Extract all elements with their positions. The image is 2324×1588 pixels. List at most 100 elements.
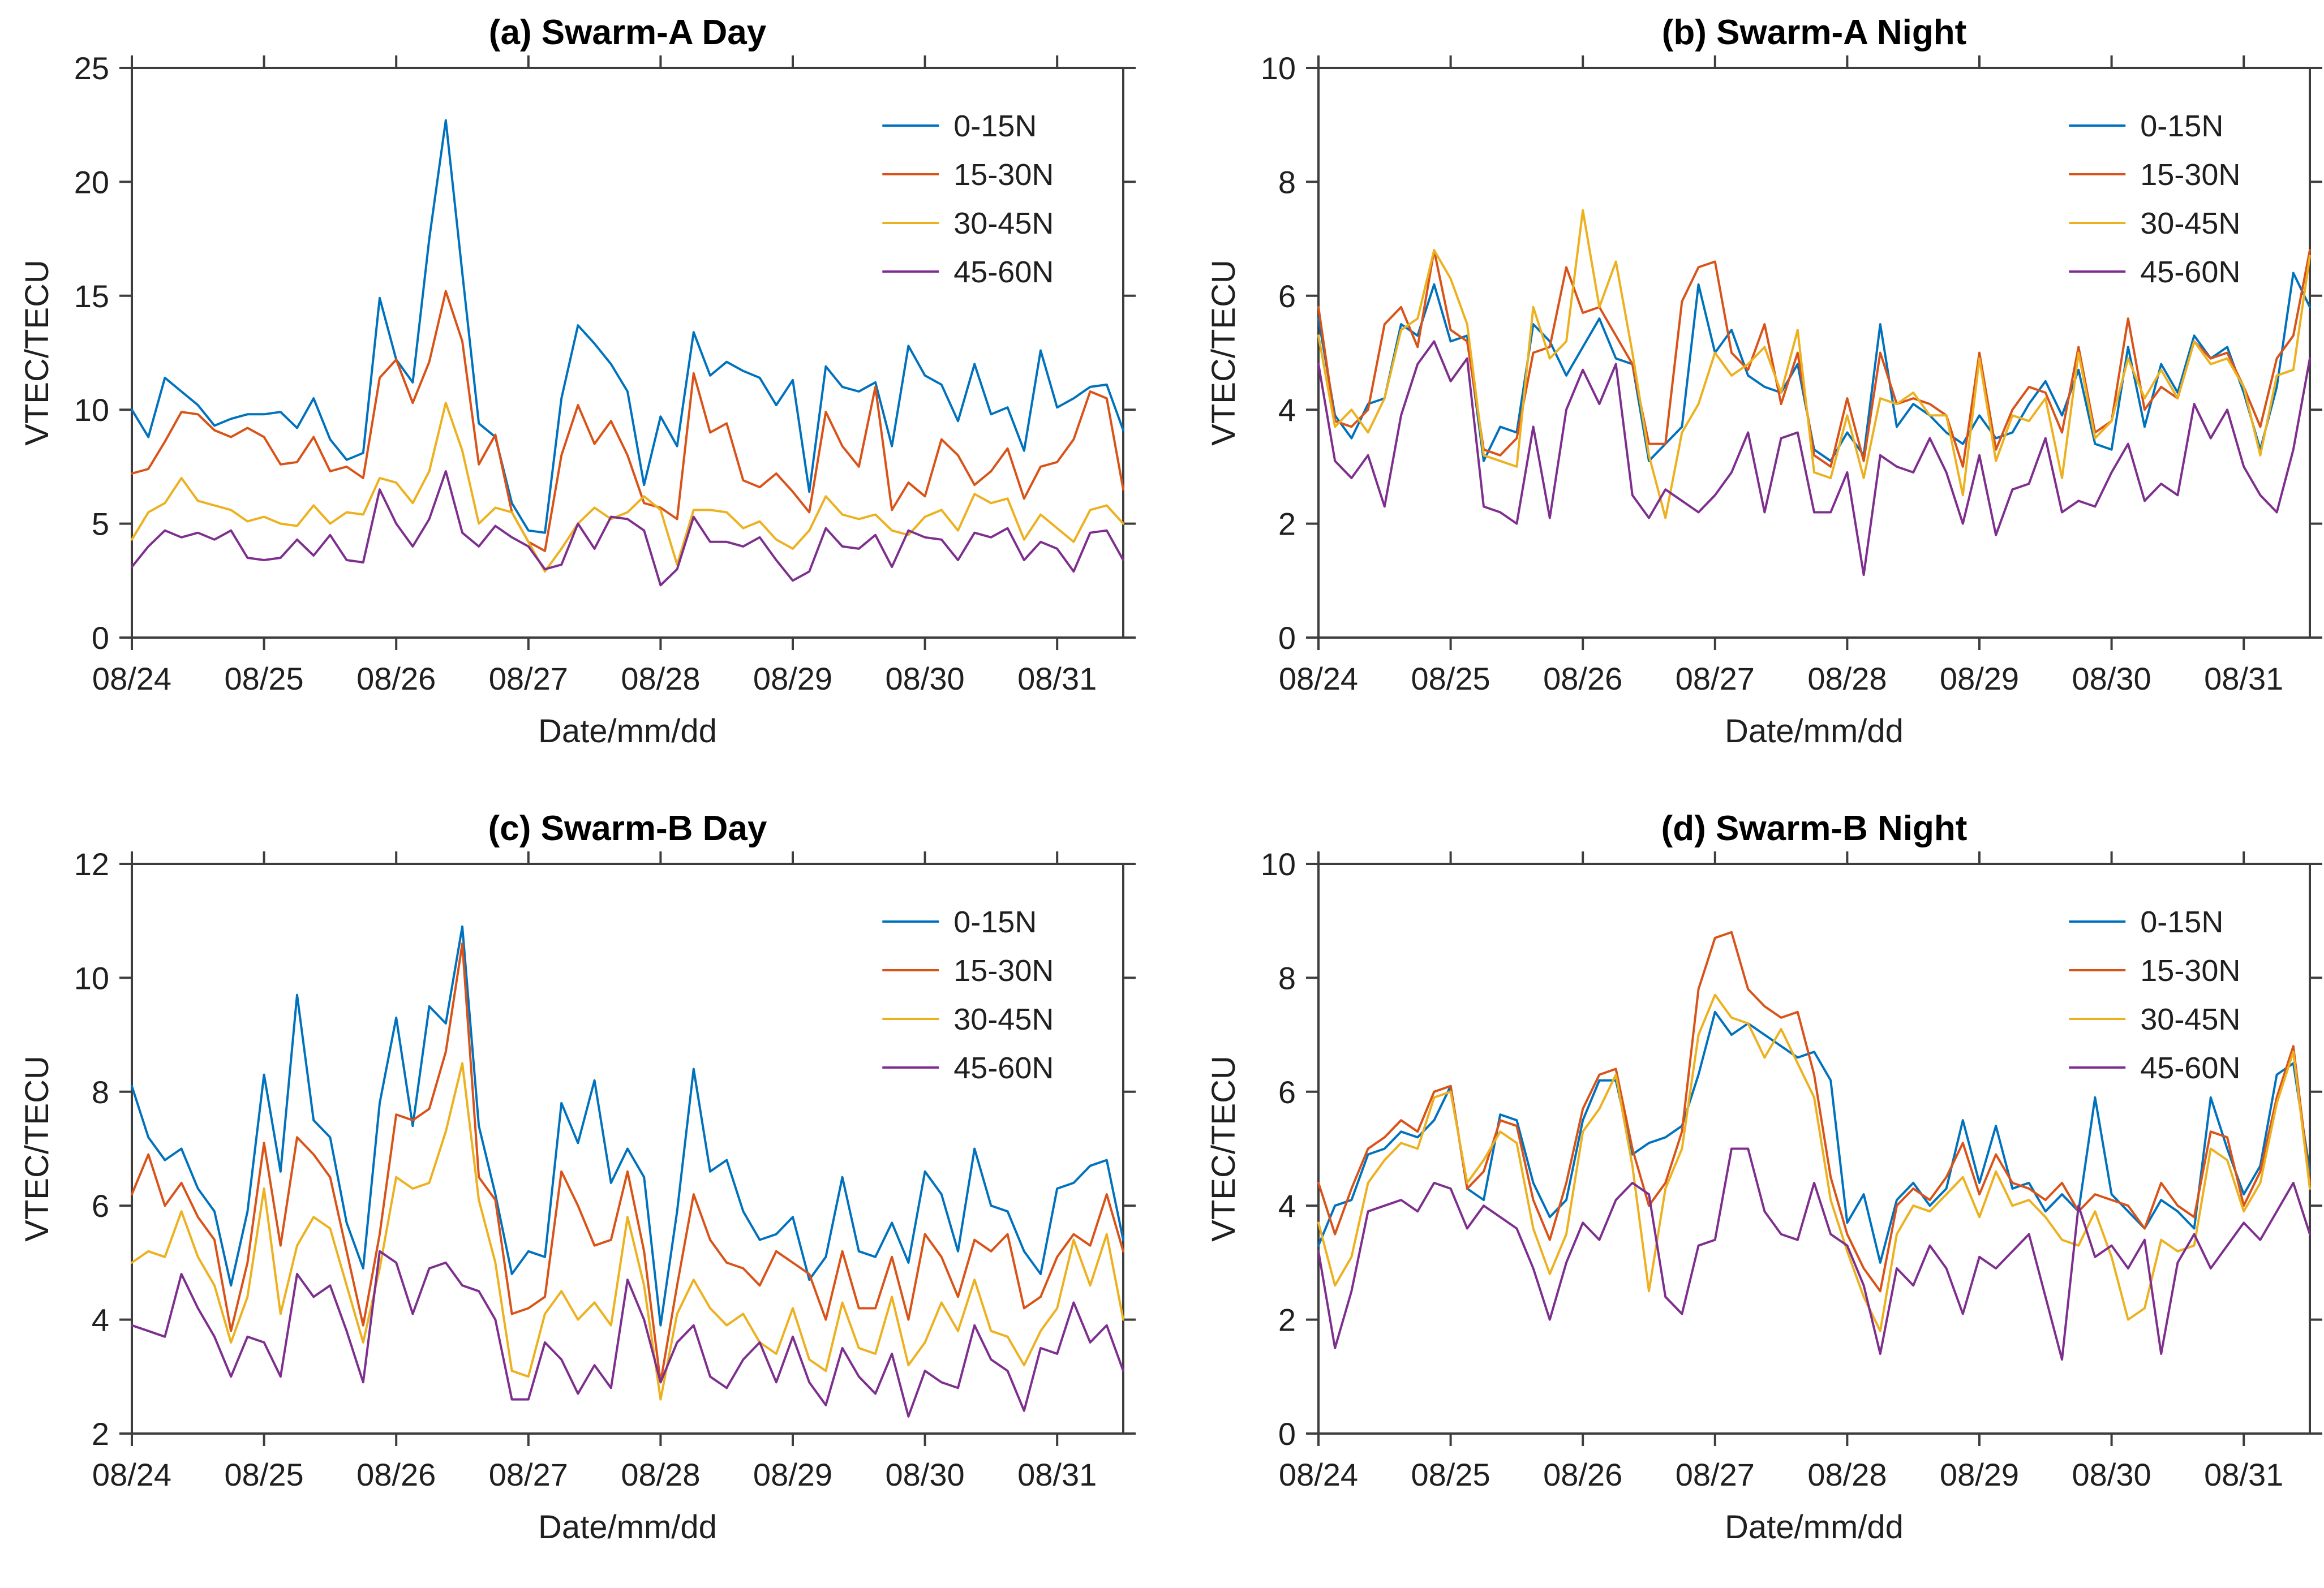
x-tick-label: 08/28 — [621, 661, 700, 696]
x-tick-label: 08/26 — [1543, 1457, 1622, 1492]
y-tick-label: 15 — [74, 278, 109, 314]
panel-title: (b) Swarm-A Night — [1662, 13, 1966, 52]
y-tick-label: 2 — [1278, 1302, 1296, 1338]
legend-item-15-30N: 15-30N — [882, 158, 1054, 192]
panel-title: (a) Swarm-A Day — [489, 13, 767, 52]
x-tick-label: 08/25 — [1411, 661, 1490, 696]
panel-b: (b) Swarm-A Night 0 2 4 6 8 10 08/24 08/25 08/26 0… — [1205, 13, 2322, 750]
y-tick-label: 4 — [1278, 392, 1296, 428]
x-tick-label: 08/30 — [886, 1457, 965, 1492]
legend-item-30-45N: 30-45N — [2069, 1002, 2240, 1036]
legend-label: 15-30N — [2140, 954, 2240, 988]
legend-label: 30-45N — [2140, 1002, 2240, 1036]
x-tick-label: 08/30 — [886, 661, 965, 696]
panel-d: (d) Swarm-B Night 0 2 4 6 8 10 08/24 08/25 08/26 0… — [1205, 809, 2322, 1546]
y-tick-label: 8 — [92, 1074, 109, 1110]
legend-label: 45-60N — [2140, 1051, 2240, 1085]
series-line-30-45N — [131, 402, 1124, 573]
legend-item-0-15N: 0-15N — [882, 905, 1037, 939]
x-axis-label: Date/mm/dd — [1725, 713, 1904, 750]
x-tick-label: 08/27 — [1676, 661, 1755, 696]
x-tick-label: 08/30 — [2072, 661, 2151, 696]
x-tick-label: 08/30 — [2072, 1457, 2151, 1492]
y-tick-label: 0 — [1278, 1416, 1296, 1452]
x-tick-label: 08/28 — [1807, 661, 1887, 696]
series-line-15-30N — [1317, 931, 2311, 1293]
x-axis-label: Date/mm/dd — [538, 1509, 717, 1546]
x-tick-label: 08/31 — [1017, 661, 1097, 696]
x-tick-label: 08/28 — [1807, 1457, 1887, 1492]
legend-label: 0-15N — [953, 905, 1037, 939]
panel-c: (c) Swarm-B Day 2 4 6 8 10 12 08/24 08/25 08/26 08… — [19, 809, 1136, 1546]
x-tick-label: 08/29 — [1940, 1457, 2019, 1492]
legend: 0-15N 15-30N 30-45N 45-60N — [2069, 109, 2240, 289]
y-tick-label: 12 — [74, 846, 109, 882]
x-tick-label: 08/27 — [1676, 1457, 1755, 1492]
y-axis-label: VTEC/TECU — [19, 260, 55, 446]
y-axis-label: VTEC/TECU — [1205, 1056, 1242, 1242]
panel-title: (c) Swarm-B Day — [488, 809, 767, 848]
x-tick-label: 08/27 — [489, 1457, 568, 1492]
x-tick-label: 08/26 — [356, 661, 436, 696]
x-tick-label: 08/24 — [92, 661, 171, 696]
axes-box — [1317, 863, 2311, 1435]
y-tick-label: 6 — [1278, 278, 1296, 314]
series-line-30-45N — [1317, 993, 2311, 1332]
x-tick-label: 08/24 — [1279, 661, 1358, 696]
legend-item-45-60N: 45-60N — [882, 1051, 1054, 1085]
legend-label: 15-30N — [953, 954, 1054, 988]
series-line-0-15N — [131, 925, 1124, 1327]
series-line-45-60N — [131, 470, 1124, 587]
legend-label: 0-15N — [2140, 109, 2223, 143]
x-tick-label: 08/24 — [1279, 1457, 1358, 1492]
y-axis-label: VTEC/TECU — [19, 1056, 55, 1242]
x-tick-label: 08/28 — [621, 1457, 700, 1492]
legend-item-30-45N: 30-45N — [882, 206, 1054, 240]
y-axis-label: VTEC/TECU — [1205, 260, 1242, 446]
x-tick-label: 08/31 — [2204, 661, 2283, 696]
y-tick-label: 2 — [92, 1416, 109, 1452]
legend-item-0-15N: 0-15N — [2069, 905, 2223, 939]
x-tick-label: 08/27 — [489, 661, 568, 696]
series-line-15-30N — [131, 943, 1124, 1384]
legend-label: 15-30N — [953, 158, 1054, 192]
legend-item-30-45N: 30-45N — [882, 1002, 1054, 1036]
legend-item-0-15N: 0-15N — [2069, 109, 2223, 143]
legend-item-15-30N: 15-30N — [2069, 954, 2240, 988]
y-tick-label: 8 — [1278, 960, 1296, 996]
y-tick-label: 10 — [74, 960, 109, 996]
legend: 0-15N 15-30N 30-45N 45-60N — [2069, 905, 2240, 1085]
legend-item-45-60N: 45-60N — [2069, 255, 2240, 289]
panel-a: (a) Swarm-A Day 0 5 10 15 20 25 08/24 08/25 08/26… — [19, 13, 1136, 750]
legend-item-15-30N: 15-30N — [2069, 158, 2240, 192]
y-tick-label: 8 — [1278, 164, 1296, 200]
legend-label: 30-45N — [953, 206, 1054, 240]
series-line-45-60N — [131, 1250, 1124, 1418]
legend-label: 30-45N — [953, 1002, 1054, 1036]
series-line-45-60N — [1317, 340, 2311, 576]
y-tick-label: 0 — [92, 620, 109, 656]
x-tick-label: 08/24 — [92, 1457, 171, 1492]
x-tick-label: 08/25 — [1411, 1457, 1490, 1492]
y-tick-label: 10 — [1261, 846, 1296, 882]
y-tick-label: 20 — [74, 164, 109, 200]
legend-label: 45-60N — [953, 255, 1054, 289]
legend-label: 0-15N — [953, 109, 1037, 143]
series-line-30-45N — [131, 1062, 1124, 1401]
legend-label: 15-30N — [2140, 158, 2240, 192]
legend-label: 45-60N — [953, 1051, 1054, 1085]
x-tick-label: 08/26 — [1543, 661, 1622, 696]
x-tick-label: 08/26 — [356, 1457, 436, 1492]
series-line-15-30N — [131, 290, 1124, 552]
x-axis-label: Date/mm/dd — [1725, 1509, 1904, 1546]
legend-item-45-60N: 45-60N — [2069, 1051, 2240, 1085]
x-tick-label: 08/31 — [2204, 1457, 2283, 1492]
axes-box — [1317, 67, 2311, 639]
panel-title: (d) Swarm-B Night — [1661, 809, 1968, 848]
x-tick-label: 08/31 — [1017, 1457, 1097, 1492]
x-tick-label: 08/29 — [753, 661, 832, 696]
legend-item-15-30N: 15-30N — [882, 954, 1054, 988]
legend-label: 45-60N — [2140, 255, 2240, 289]
